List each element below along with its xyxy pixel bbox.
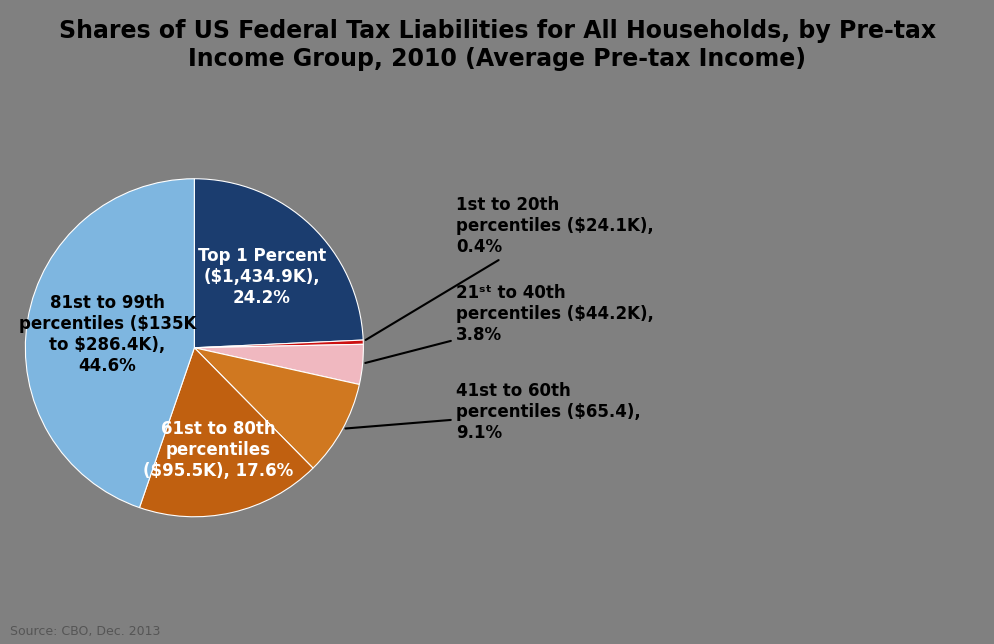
Wedge shape <box>194 345 363 384</box>
Text: 1st to 20th
percentiles ($24.1K),
0.4%: 1st to 20th percentiles ($24.1K), 0.4% <box>365 196 653 340</box>
Wedge shape <box>194 340 363 348</box>
Text: 21ˢᵗ to 40th
percentiles ($44.2K),
3.8%: 21ˢᵗ to 40th percentiles ($44.2K), 3.8% <box>365 284 653 363</box>
Wedge shape <box>139 348 313 516</box>
Text: Source: CBO, Dec. 2013: Source: CBO, Dec. 2013 <box>10 625 160 638</box>
Text: Shares of US Federal Tax Liabilities for All Households, by Pre-tax
Income Group: Shares of US Federal Tax Liabilities for… <box>59 19 935 71</box>
Text: Top 1 Percent
($1,434.9K),
24.2%: Top 1 Percent ($1,434.9K), 24.2% <box>198 247 326 307</box>
Text: 81st to 99th
percentiles ($135K
to $286.4K),
44.6%: 81st to 99th percentiles ($135K to $286.… <box>19 294 196 375</box>
Text: 61st to 80th
percentiles
($95.5K), 17.6%: 61st to 80th percentiles ($95.5K), 17.6% <box>143 420 293 480</box>
Text: 41st to 60th
percentiles ($65.4),
9.1%: 41st to 60th percentiles ($65.4), 9.1% <box>345 382 640 442</box>
Wedge shape <box>194 179 363 348</box>
Wedge shape <box>25 179 194 507</box>
Wedge shape <box>194 348 359 468</box>
